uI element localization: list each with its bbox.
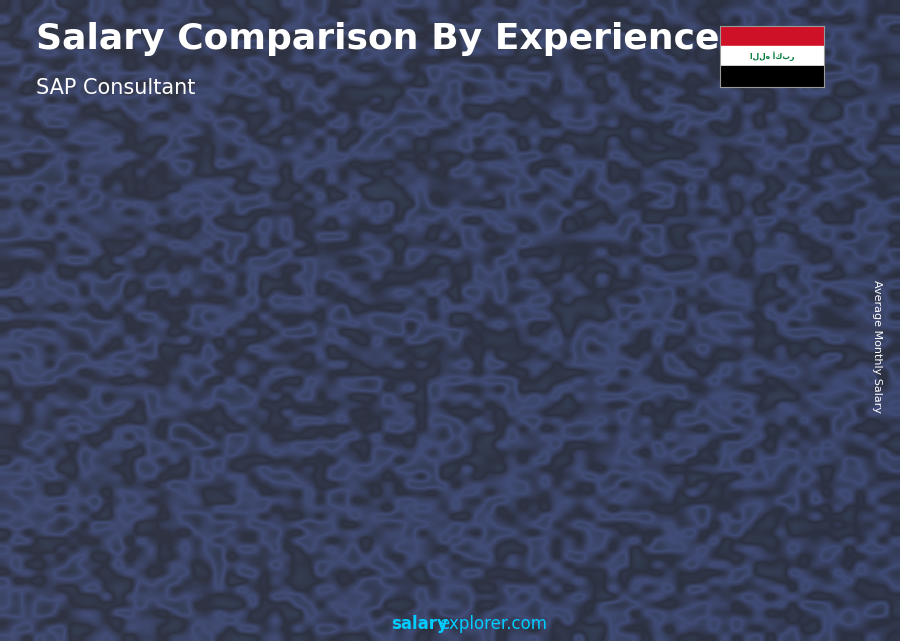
Bar bbox=[216, 382, 271, 389]
Bar bbox=[606, 238, 662, 558]
Bar bbox=[720, 26, 824, 46]
Text: 3,300,000 IQD: 3,300,000 IQD bbox=[720, 190, 816, 203]
Bar bbox=[209, 382, 269, 558]
Text: explorer.com: explorer.com bbox=[439, 615, 547, 633]
Text: +10%: +10% bbox=[533, 169, 600, 188]
Bar bbox=[606, 238, 662, 251]
Bar bbox=[79, 415, 139, 558]
Text: 3,120,000 IQD: 3,120,000 IQD bbox=[583, 208, 680, 221]
Text: +23%: +23% bbox=[143, 312, 211, 331]
Bar bbox=[476, 267, 531, 558]
Bar bbox=[599, 238, 659, 558]
Bar bbox=[216, 382, 271, 558]
Text: Salary Comparison By Experience: Salary Comparison By Experience bbox=[36, 22, 719, 56]
Bar bbox=[729, 221, 788, 558]
Bar bbox=[86, 415, 141, 558]
Bar bbox=[720, 66, 824, 87]
Text: 1,400,000 IQD: 1,400,000 IQD bbox=[58, 385, 153, 397]
Text: +17%: +17% bbox=[403, 197, 470, 217]
Bar bbox=[346, 309, 401, 558]
Bar bbox=[736, 221, 791, 558]
Bar bbox=[720, 46, 824, 66]
Bar bbox=[736, 221, 791, 234]
Bar bbox=[469, 267, 529, 558]
Text: 1,720,000 IQD: 1,720,000 IQD bbox=[194, 352, 290, 365]
Bar bbox=[339, 309, 399, 558]
Bar bbox=[86, 415, 141, 420]
Text: 2,840,000 IQD: 2,840,000 IQD bbox=[454, 237, 549, 250]
Text: 2,430,000 IQD: 2,430,000 IQD bbox=[324, 279, 419, 292]
Text: salary: salary bbox=[392, 615, 448, 633]
Text: +6%: +6% bbox=[670, 150, 723, 170]
Bar bbox=[476, 267, 531, 279]
Text: الله أكبر: الله أكبر bbox=[750, 51, 794, 61]
Text: Average Monthly Salary: Average Monthly Salary bbox=[872, 279, 883, 413]
Text: +42%: +42% bbox=[273, 239, 340, 259]
Text: SAP Consultant: SAP Consultant bbox=[36, 78, 195, 98]
Bar bbox=[346, 309, 401, 319]
